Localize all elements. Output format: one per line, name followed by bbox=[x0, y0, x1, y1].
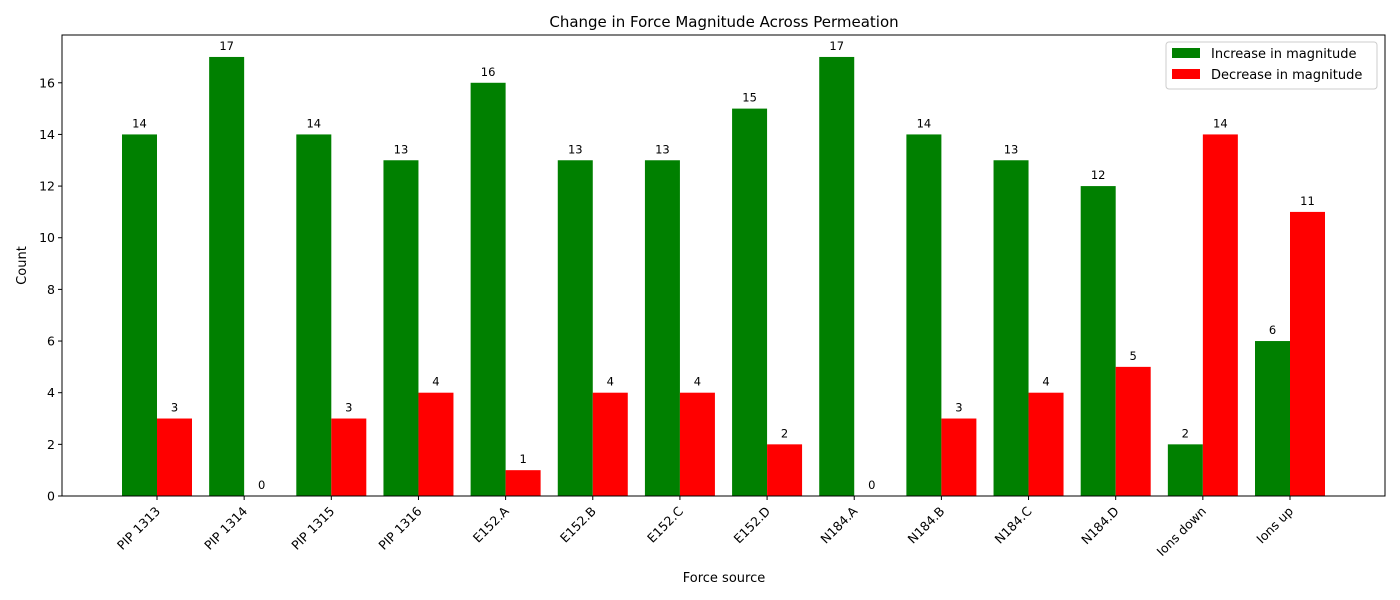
legend-swatch-decrease bbox=[1172, 69, 1200, 79]
decrease-bar bbox=[157, 418, 192, 496]
decrease-value-label: 4 bbox=[1042, 375, 1049, 389]
x-tick-label: N184.D bbox=[1078, 504, 1122, 548]
y-tick-label: 10 bbox=[39, 230, 55, 245]
increase-value-label: 16 bbox=[481, 65, 496, 79]
decrease-value-label: 11 bbox=[1300, 194, 1315, 208]
legend-label-increase: Increase in magnitude bbox=[1211, 47, 1356, 62]
decrease-value-label: 4 bbox=[694, 375, 701, 389]
increase-value-label: 15 bbox=[742, 91, 757, 105]
increase-bar bbox=[296, 134, 332, 496]
decrease-bar bbox=[1115, 366, 1151, 496]
x-tick-label: PIP 1314 bbox=[201, 503, 250, 552]
decrease-value-label: 5 bbox=[1130, 349, 1137, 363]
increase-bar bbox=[993, 160, 1029, 497]
increase-bar bbox=[1167, 444, 1203, 496]
x-tick-label: E152.B bbox=[557, 504, 599, 546]
legend: Increase in magnitude Decrease in magnit… bbox=[1165, 41, 1378, 90]
x-tick-label: PIP 1316 bbox=[375, 503, 424, 552]
increase-bar bbox=[906, 134, 942, 496]
x-tick-label: Ions up bbox=[1253, 503, 1296, 546]
increase-value-label: 13 bbox=[655, 142, 670, 156]
legend-box bbox=[1165, 41, 1378, 90]
y-tick-label: 0 bbox=[47, 489, 55, 504]
decrease-bar bbox=[505, 470, 541, 496]
x-tick-label: E152.C bbox=[644, 503, 686, 545]
increase-value-label: 12 bbox=[1091, 168, 1106, 182]
decrease-bar bbox=[418, 392, 454, 496]
decrease-value-label: 2 bbox=[781, 426, 788, 440]
decrease-value-label: 0 bbox=[258, 478, 265, 492]
decrease-value-label: 14 bbox=[1213, 116, 1228, 130]
decrease-value-label: 3 bbox=[171, 401, 178, 415]
increase-bar bbox=[819, 56, 855, 496]
increase-value-label: 17 bbox=[219, 39, 234, 53]
increase-value-label: 14 bbox=[917, 116, 932, 130]
x-axis: PIP 1313 PIP 1314 PIP 1315 PIP 1316 E152.A E1… bbox=[114, 496, 1296, 559]
x-tick-label: PIP 1315 bbox=[288, 504, 337, 553]
decrease-bar bbox=[679, 392, 715, 496]
x-tick-label: PIP 1313 bbox=[114, 504, 163, 553]
increase-value-label: 14 bbox=[306, 116, 321, 130]
increase-bar bbox=[732, 108, 768, 496]
y-tick-label: 8 bbox=[47, 282, 55, 297]
increase-bar bbox=[557, 160, 593, 497]
increase-bar bbox=[644, 160, 680, 497]
decrease-value-label: 4 bbox=[432, 375, 439, 389]
increase-value-label: 13 bbox=[568, 142, 583, 156]
decrease-bar bbox=[941, 418, 977, 496]
y-tick-label: 14 bbox=[39, 127, 55, 142]
increase-value-label: 14 bbox=[132, 116, 147, 130]
x-tick-label: E152.A bbox=[470, 503, 512, 545]
bars bbox=[122, 56, 1325, 497]
increase-bar bbox=[1080, 186, 1116, 496]
x-tick-label: E152.D bbox=[731, 504, 774, 547]
legend-label-decrease: Decrease in magnitude bbox=[1211, 68, 1362, 83]
increase-bar bbox=[122, 134, 157, 496]
data-labels: 14 3 17 0 14 3 13 4 16 1 13 4 13 4 15 2 17 0 14 3 13 4 12 5 2 14 6… bbox=[132, 39, 1315, 492]
decrease-value-label: 0 bbox=[868, 478, 875, 492]
decrease-value-label: 1 bbox=[519, 452, 526, 466]
decrease-bar bbox=[767, 444, 803, 496]
y-tick-label: 2 bbox=[47, 437, 55, 452]
increase-value-label: 2 bbox=[1182, 426, 1189, 440]
y-axis-title: Count bbox=[15, 246, 30, 285]
increase-bar bbox=[383, 160, 419, 497]
increase-bar bbox=[470, 82, 506, 496]
y-tick-label: 4 bbox=[47, 385, 55, 400]
decrease-bar bbox=[1290, 211, 1325, 496]
increase-value-label: 13 bbox=[394, 142, 409, 156]
increase-bar bbox=[209, 56, 245, 496]
x-tick-label: Ions down bbox=[1153, 504, 1208, 559]
decrease-bar bbox=[592, 392, 628, 496]
decrease-value-label: 4 bbox=[607, 375, 614, 389]
y-tick-label: 6 bbox=[47, 334, 55, 349]
x-tick-label: N184.C bbox=[992, 503, 1035, 546]
chart-title: Change in Force Magnitude Across Permeat… bbox=[549, 13, 898, 31]
increase-value-label: 17 bbox=[829, 39, 844, 53]
x-tick-label: N184.A bbox=[817, 503, 860, 546]
decrease-value-label: 3 bbox=[955, 401, 962, 415]
decrease-bar bbox=[1028, 392, 1064, 496]
decrease-bar bbox=[331, 418, 367, 496]
decrease-value-label: 3 bbox=[345, 401, 352, 415]
increase-value-label: 6 bbox=[1269, 323, 1276, 337]
increase-bar bbox=[1255, 341, 1290, 496]
decrease-bar bbox=[1202, 134, 1238, 496]
y-axis: 0 2 4 6 8 10 12 14 16 bbox=[39, 75, 62, 504]
legend-swatch-increase bbox=[1172, 48, 1200, 58]
y-tick-label: 16 bbox=[39, 75, 55, 90]
plot-frame bbox=[61, 34, 1386, 497]
y-tick-label: 12 bbox=[39, 179, 55, 194]
x-tick-label: N184.B bbox=[905, 504, 948, 547]
x-axis-title: Force source bbox=[683, 571, 765, 586]
increase-value-label: 13 bbox=[1004, 142, 1019, 156]
